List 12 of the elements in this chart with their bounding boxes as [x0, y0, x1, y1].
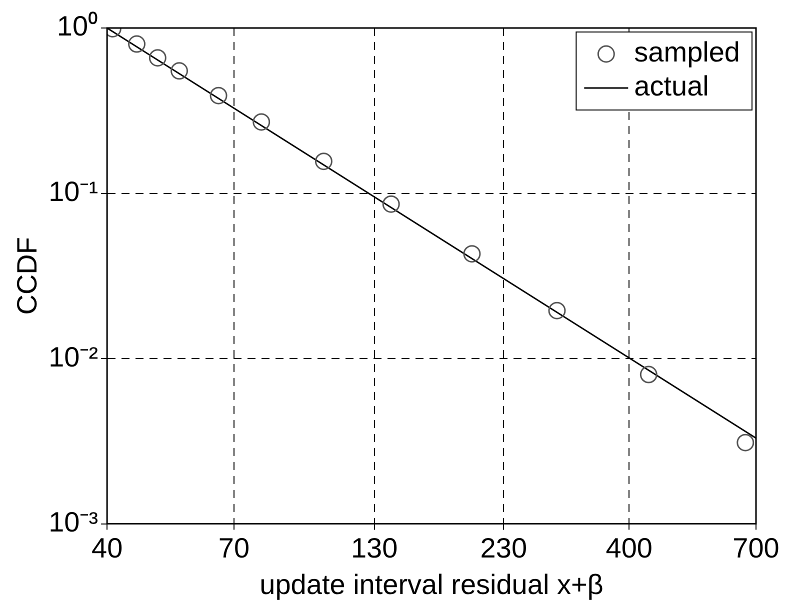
- y-tick-label: 10⁻¹: [48, 176, 98, 207]
- y-tick-label: 10⁻²: [48, 341, 98, 372]
- legend-label: actual: [634, 70, 709, 102]
- y-tick-label: 10⁰: [56, 10, 98, 42]
- x-tick-label: 70: [218, 532, 250, 564]
- x-axis-title: update interval residual x+β: [260, 568, 604, 600]
- x-tick-label: 700: [732, 532, 780, 564]
- legend-label: sampled: [634, 36, 740, 68]
- x-tick-label: 400: [606, 532, 652, 564]
- x-tick-label: 230: [480, 532, 528, 564]
- x-tick-label: 130: [350, 532, 398, 564]
- y-axis-title: CCDF: [12, 237, 43, 315]
